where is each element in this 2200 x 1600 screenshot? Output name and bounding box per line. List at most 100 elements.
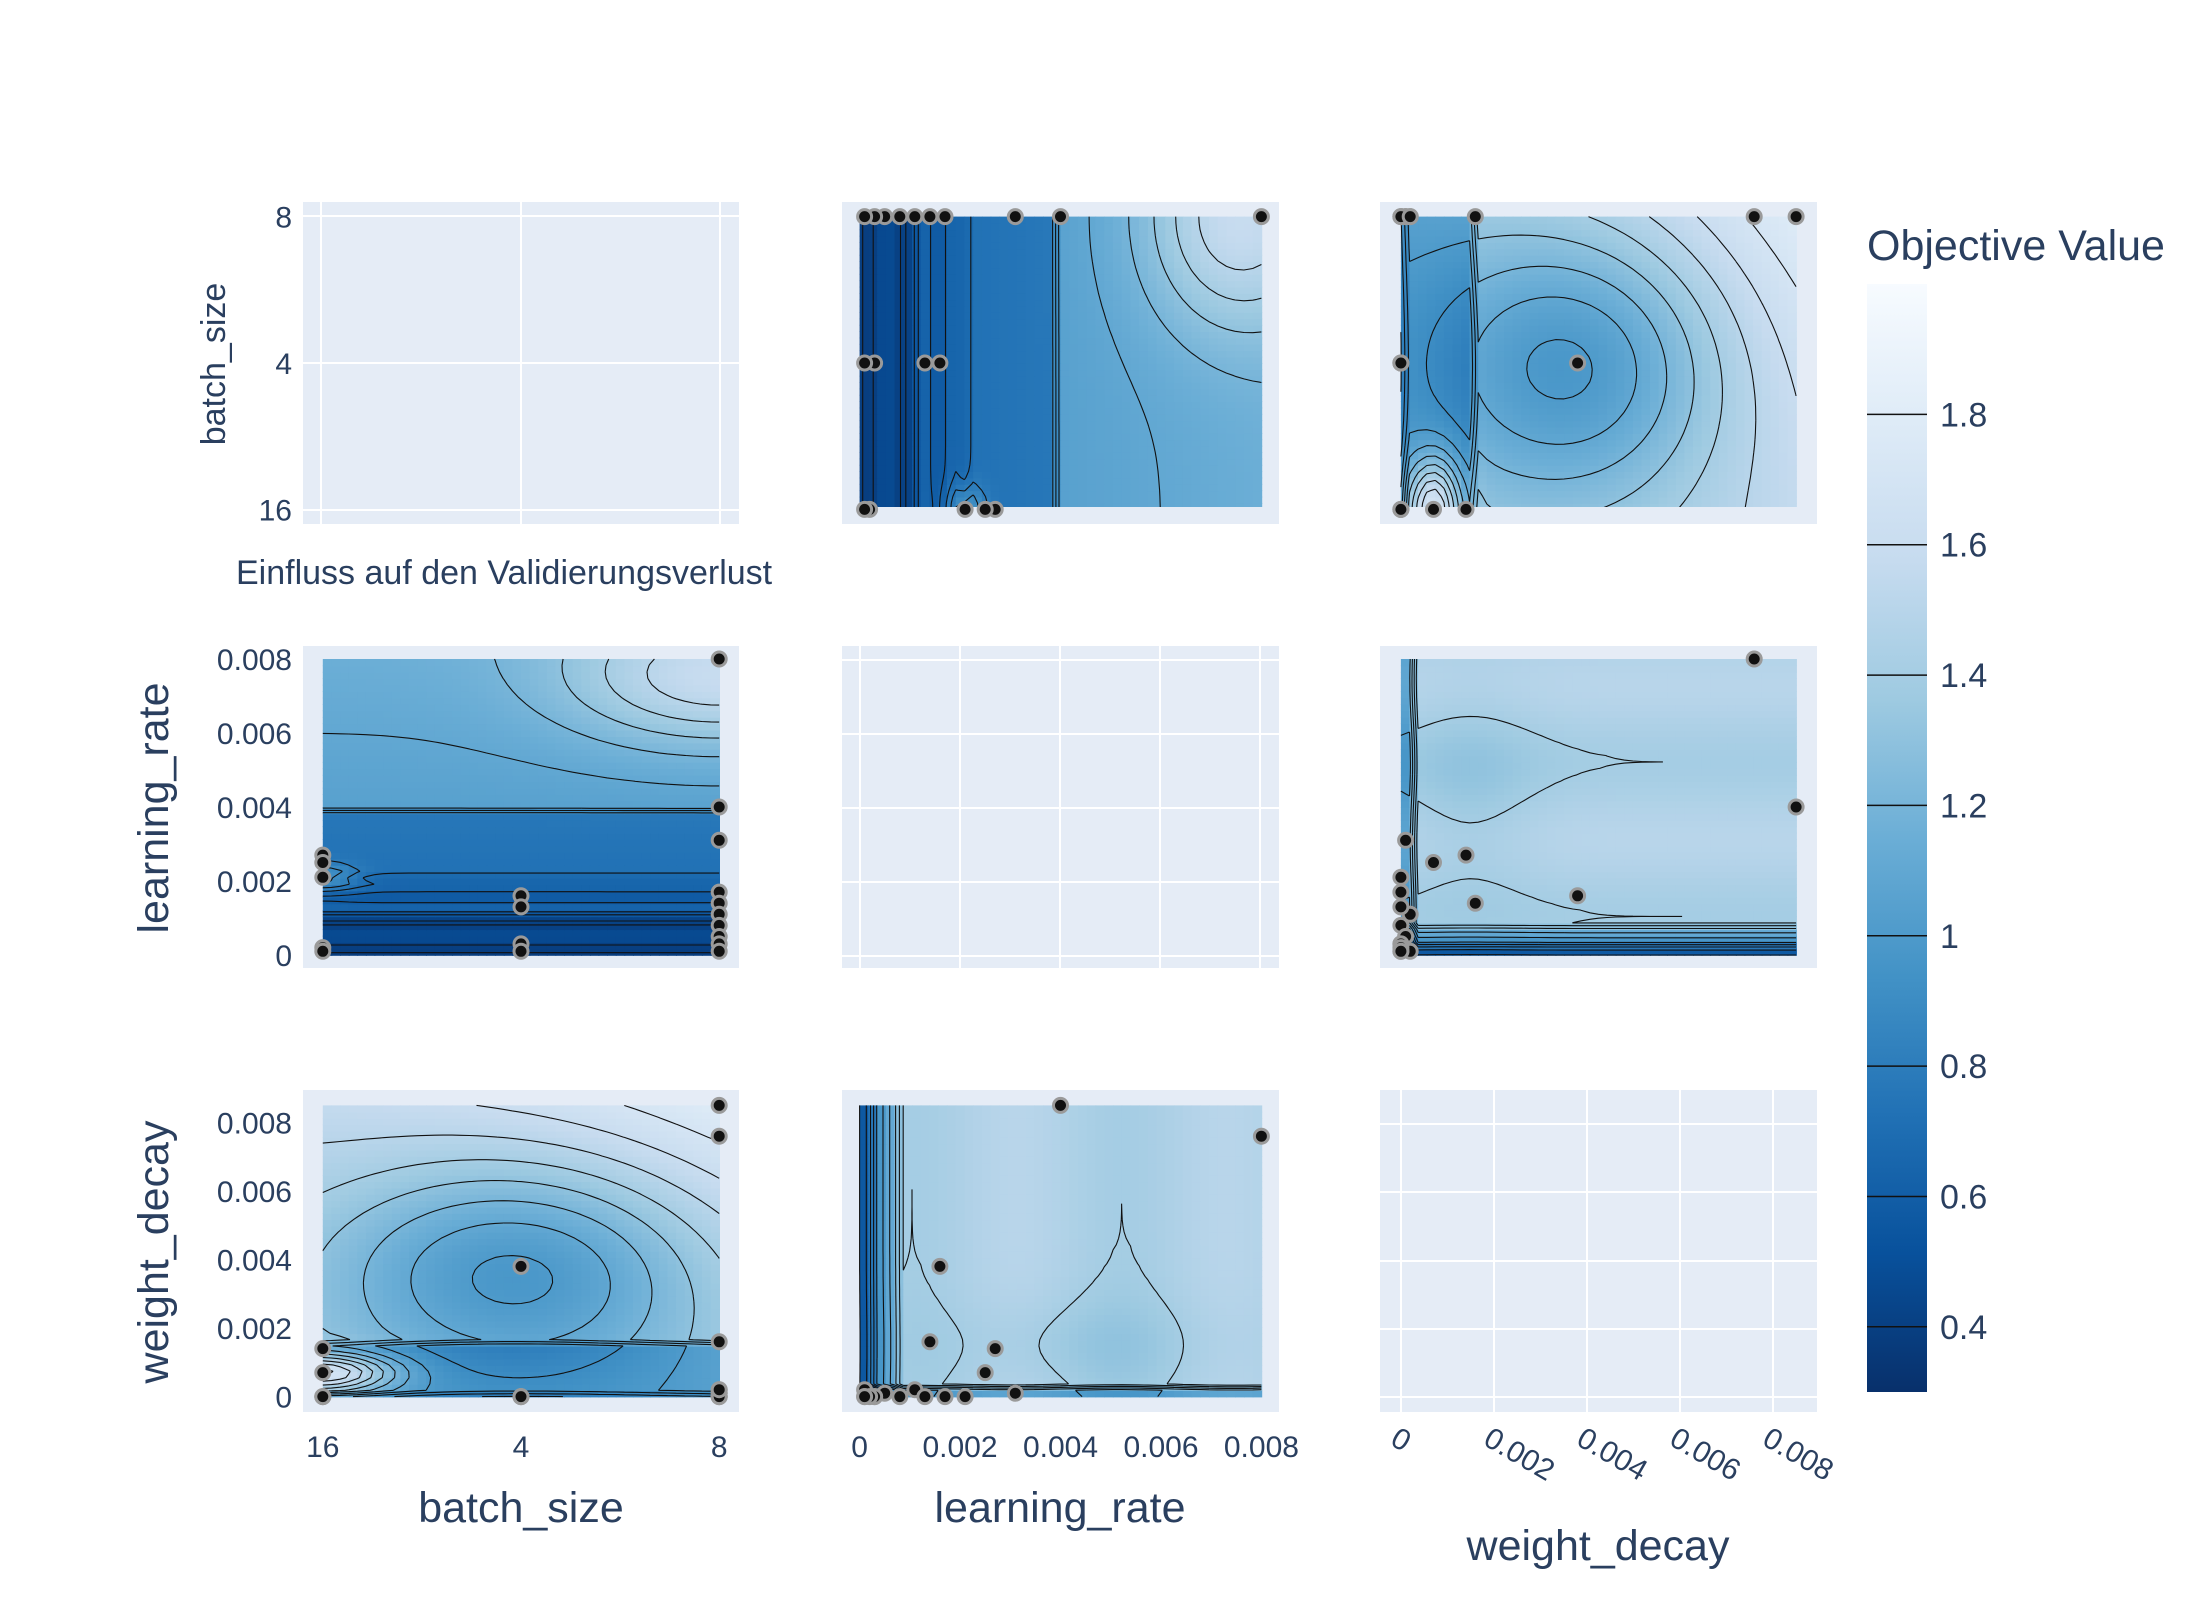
contour-cell bbox=[1069, 446, 1079, 453]
contour-cell bbox=[1676, 446, 1685, 453]
contour-cell bbox=[1130, 439, 1140, 446]
contour-cell bbox=[1590, 389, 1599, 396]
contour-cell bbox=[1139, 459, 1149, 466]
contour-cell bbox=[1157, 490, 1167, 497]
contour-cell bbox=[1183, 389, 1193, 396]
contour-cell bbox=[504, 865, 513, 872]
contour-cell bbox=[1253, 268, 1263, 275]
contour-cell bbox=[1026, 229, 1036, 236]
contour-cell bbox=[1401, 287, 1410, 294]
contour-cell bbox=[1130, 478, 1140, 485]
contour-cell bbox=[1008, 420, 1018, 427]
contour-cell bbox=[1427, 350, 1436, 357]
contour-cell bbox=[1753, 325, 1762, 332]
contour-cell bbox=[1061, 299, 1071, 306]
contour-cell bbox=[1719, 319, 1728, 326]
contour-cell bbox=[1633, 459, 1642, 466]
contour-cell bbox=[964, 490, 974, 497]
contour-cell bbox=[1069, 268, 1079, 275]
contour-cell bbox=[1435, 420, 1444, 427]
contour-cell bbox=[1556, 420, 1565, 427]
contour-cell bbox=[1069, 465, 1079, 472]
contour-cell bbox=[1513, 497, 1522, 504]
contour-cell bbox=[1702, 350, 1711, 357]
contour-cell bbox=[1418, 325, 1427, 332]
contour-cell bbox=[1487, 497, 1496, 504]
contour-cell bbox=[1710, 249, 1719, 256]
contour-cell bbox=[409, 859, 418, 866]
contour-cell bbox=[886, 439, 896, 446]
contour-cell bbox=[1183, 350, 1193, 357]
contour-cell bbox=[1174, 376, 1184, 383]
contour-cell bbox=[1478, 471, 1487, 478]
contour-cell bbox=[1095, 357, 1105, 364]
contour-cell bbox=[1719, 255, 1728, 262]
contour-cell bbox=[1556, 325, 1565, 332]
contour-cell bbox=[886, 249, 896, 256]
contour-cell bbox=[1227, 242, 1237, 249]
contour-cell bbox=[982, 236, 992, 243]
contour-cell bbox=[1235, 319, 1245, 326]
contour-cell bbox=[435, 904, 444, 911]
contour-cell bbox=[1444, 363, 1453, 370]
contour-cell bbox=[956, 255, 966, 262]
contour-cell bbox=[1218, 395, 1228, 402]
contour-cell bbox=[973, 242, 983, 249]
contour-cell bbox=[1087, 459, 1097, 466]
contour-cell bbox=[1069, 363, 1079, 370]
contour-cell bbox=[1253, 338, 1263, 345]
contour-cell bbox=[1487, 338, 1496, 345]
contour-cell bbox=[1122, 350, 1132, 357]
contour-cell bbox=[676, 942, 685, 949]
contour-cell bbox=[903, 242, 913, 249]
contour-cell bbox=[1513, 357, 1522, 364]
contour-cell bbox=[1607, 357, 1616, 364]
contour-cell bbox=[1165, 471, 1175, 478]
contour-cell bbox=[1078, 414, 1088, 421]
contour-cell bbox=[1418, 331, 1427, 338]
contour-cell bbox=[1470, 350, 1479, 357]
contour-cell bbox=[599, 929, 608, 936]
contour-cell bbox=[1538, 299, 1547, 306]
contour-cell bbox=[1556, 427, 1565, 434]
contour-cell bbox=[599, 865, 608, 872]
contour-cell bbox=[1779, 299, 1788, 306]
contour-cell bbox=[323, 904, 332, 911]
contour-cell bbox=[1461, 319, 1470, 326]
contour-cell bbox=[1642, 357, 1651, 364]
contour-cell bbox=[1530, 420, 1539, 427]
contour-cell bbox=[1235, 242, 1245, 249]
contour-cell bbox=[860, 452, 870, 459]
contour-cell bbox=[1174, 299, 1184, 306]
contour-cell bbox=[1435, 338, 1444, 345]
contour-cell bbox=[956, 236, 966, 243]
contour-cell bbox=[1607, 471, 1616, 478]
contour-cell bbox=[426, 878, 435, 885]
contour-cell bbox=[1684, 452, 1693, 459]
contour-cell bbox=[1227, 497, 1237, 504]
contour-cell bbox=[1547, 490, 1556, 497]
contour-cell bbox=[1427, 414, 1436, 421]
contour-cell bbox=[1244, 325, 1254, 332]
contour-cell bbox=[982, 319, 992, 326]
contour-cell bbox=[982, 452, 992, 459]
contour-cell bbox=[1788, 306, 1797, 313]
contour-cell bbox=[1642, 293, 1651, 300]
contour-cell bbox=[1710, 408, 1719, 415]
contour-cell bbox=[1478, 306, 1487, 313]
contour-cell bbox=[1779, 376, 1788, 383]
contour-cell bbox=[956, 268, 966, 275]
contour-cell bbox=[1581, 331, 1590, 338]
contour-cell bbox=[1495, 439, 1504, 446]
contour-cell bbox=[964, 280, 974, 287]
contour-cell bbox=[1581, 395, 1590, 402]
contour-cell bbox=[1762, 344, 1771, 351]
contour-cell bbox=[1034, 395, 1044, 402]
contour-cell bbox=[1069, 357, 1079, 364]
contour-cell bbox=[912, 242, 922, 249]
contour-cell bbox=[1183, 338, 1193, 345]
contour-cell bbox=[1667, 325, 1676, 332]
contour-cell bbox=[1165, 338, 1175, 345]
contour-cell bbox=[1218, 274, 1228, 281]
contour-cell bbox=[1427, 363, 1436, 370]
